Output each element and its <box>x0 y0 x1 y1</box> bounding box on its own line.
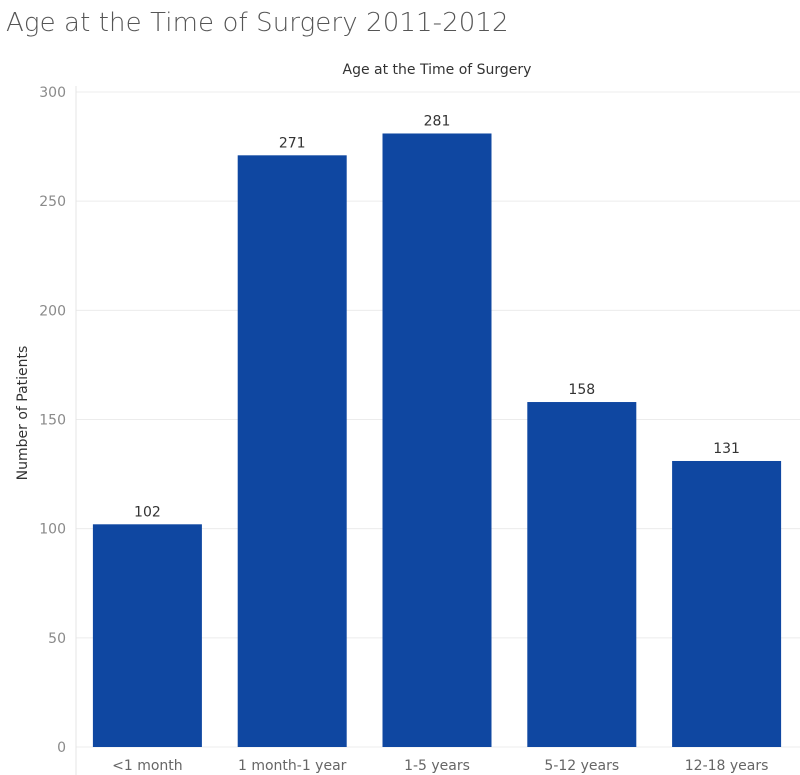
bar <box>92 524 202 747</box>
bar <box>527 402 637 747</box>
bar <box>237 155 347 748</box>
x-category-label: <1 month <box>112 758 183 774</box>
y-axis-title: Number of Patients <box>15 346 31 481</box>
chart-title: Age at the Time of Surgery <box>343 62 532 78</box>
bar-data-label: 102 <box>134 504 161 520</box>
y-tick-label: 300 <box>39 85 66 101</box>
x-axis-categories: <1 month 1 month-1 year 1-5 years 5-12 year… <box>112 758 768 774</box>
x-category-label: 1-5 years <box>404 758 470 774</box>
bar-data-label: 158 <box>568 382 595 398</box>
x-category-label: 5-12 years <box>544 758 619 774</box>
bar-data-label: 271 <box>279 135 306 151</box>
y-tick-label: 200 <box>39 303 66 319</box>
x-category-label: 12-18 years <box>685 758 769 774</box>
y-tick-label: 250 <box>39 194 66 210</box>
y-axis-ticks: 0 50 100 150 200 250 300 <box>39 85 66 756</box>
y-tick-label: 0 <box>57 740 66 756</box>
bar-data-label: 131 <box>713 441 740 457</box>
bars <box>92 133 782 748</box>
bar <box>672 460 782 747</box>
bar-data-label: 281 <box>424 113 451 129</box>
bar <box>382 133 492 747</box>
y-tick-label: 50 <box>48 631 66 647</box>
y-tick-label: 100 <box>39 522 66 538</box>
page-title: Age at the Time of Surgery 2011-2012 <box>6 8 509 38</box>
data-labels: 102 271 281 158 131 <box>134 113 740 520</box>
x-category-label: 1 month-1 year <box>238 758 347 774</box>
y-tick-label: 150 <box>39 413 66 429</box>
